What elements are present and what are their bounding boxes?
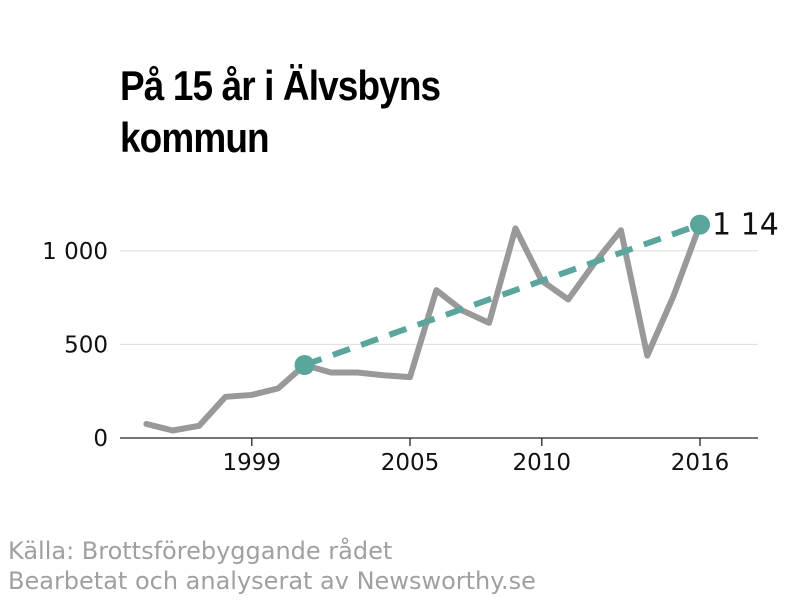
- x-axis-ticks: 1999 2005 2010 2016: [223, 438, 730, 476]
- source-credit: Källa: Brottsförebyggande rådet Bearbeta…: [8, 536, 536, 596]
- series-line: [143, 221, 703, 434]
- trend-line: [303, 221, 702, 368]
- gridlines: [120, 250, 758, 345]
- x-tick-label: 2010: [513, 450, 572, 476]
- y-tick-label: 500: [64, 332, 108, 358]
- x-tick-label: 2005: [381, 450, 440, 476]
- end-value-label: 1 14: [712, 208, 779, 243]
- x-tick-label: 2016: [671, 450, 730, 476]
- chart-title: På 15 år i Älvsbyns kommun: [120, 62, 441, 161]
- y-tick-label: 0: [93, 426, 108, 452]
- series-group: [143, 214, 710, 434]
- trend-point: [690, 214, 710, 235]
- trend-point: [294, 354, 315, 375]
- source-line-1: Källa: Brottsförebyggande rådet: [8, 537, 393, 565]
- y-axis-ticks: 0 500 1 000: [42, 239, 108, 452]
- annotations: 1 14: [712, 208, 779, 243]
- source-line-2: Bearbetat och analyserat av Newsworthy.s…: [8, 567, 536, 595]
- x-tick-label: 1999: [223, 450, 282, 476]
- y-tick-label: 1 000: [42, 239, 108, 265]
